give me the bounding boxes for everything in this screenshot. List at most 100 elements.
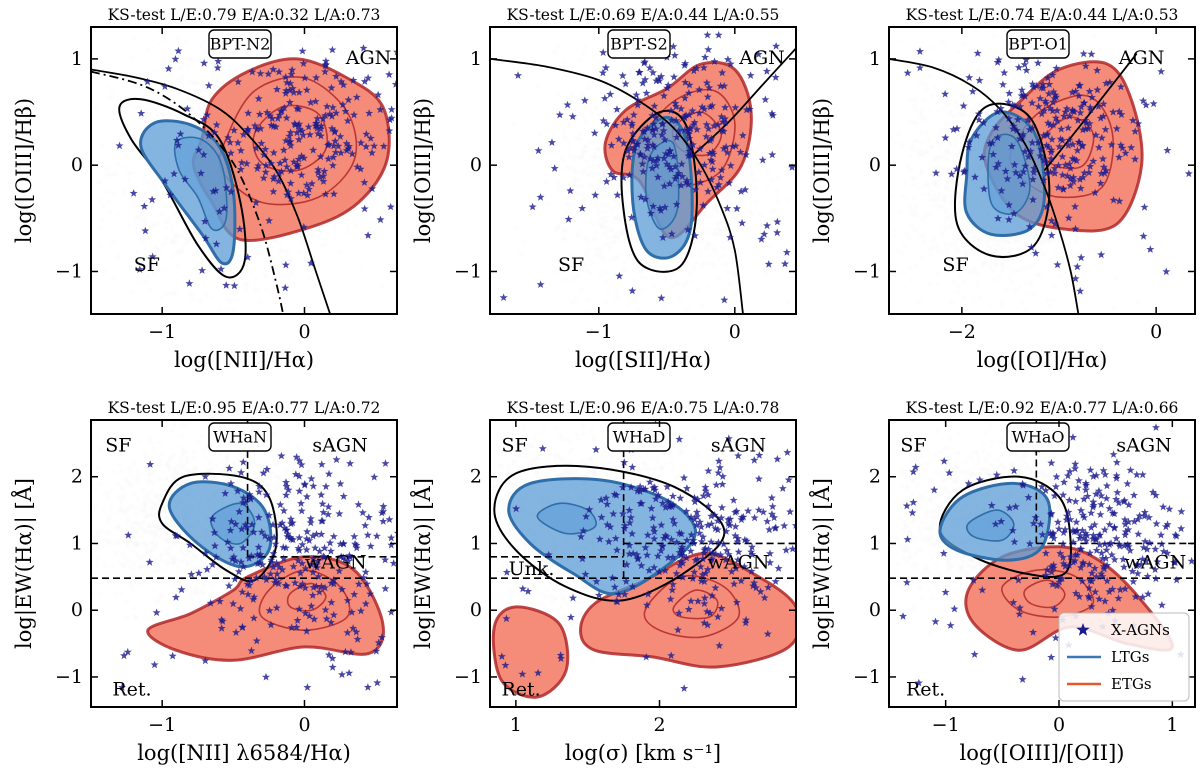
background-point [919,235,922,238]
background-point [700,264,704,267]
background-point [652,63,655,66]
background-point [568,154,571,157]
x-agn-star [650,102,659,110]
background-point [586,249,589,252]
background-point [716,208,719,211]
background-point [606,243,609,246]
background-point [599,224,602,227]
background-point [171,98,174,101]
background-point [568,147,571,151]
background-point [136,215,139,218]
ltg-outline [620,109,698,273]
background-point [992,74,995,77]
x-agn-star [625,171,634,179]
x-agn-star [1163,146,1172,154]
background-point [171,238,174,242]
background-point [752,237,755,241]
x-agn-star [1107,140,1116,149]
background-point [950,244,953,247]
background-point [150,207,153,210]
background-point [951,200,955,203]
background-point [1038,74,1041,77]
x-agn-star [236,165,245,173]
background-point [112,277,115,280]
x-agn-star [287,70,296,78]
x-agn-star [548,138,556,146]
x-agn-star [297,151,306,160]
background-point [588,108,591,111]
background-point [940,205,943,208]
x-agn-star [1087,93,1096,101]
background-point [978,231,981,234]
background-point [146,47,149,50]
background-point [952,280,955,283]
background-point [982,315,984,317]
background-point [383,185,386,188]
background-point [1023,282,1026,285]
background-point [145,109,148,112]
x-agn-star [1056,134,1065,143]
background-point [718,258,721,261]
x-agn-star [659,126,668,135]
background-point [1025,232,1028,235]
x-agn-star [720,295,729,304]
background-point [606,115,609,118]
x-agn-star [710,57,719,65]
background-point [184,242,187,245]
x-agn-star [1047,145,1056,154]
background-point [173,114,177,117]
background-point [650,276,653,279]
background-point [199,68,202,71]
x-agn-star [349,76,358,84]
background-point [196,263,200,266]
background-point [109,211,112,214]
background-point [204,50,207,54]
background-point [165,237,168,240]
x-agn-star [623,115,632,124]
x-agn-star [996,104,1005,112]
x-agn-star [726,161,735,170]
x-agn-star [1018,179,1027,188]
background-point [110,88,113,91]
x-agn-star [1097,133,1106,142]
background-point [959,201,962,204]
x-agn-star [721,114,729,123]
x-agn-points [499,30,796,304]
background-point [381,187,384,190]
background-point [908,154,911,157]
background-point [191,298,194,301]
background-point [1007,265,1010,268]
background-point [752,150,755,153]
background-point [623,196,626,199]
background-point [161,243,164,246]
x-agn-star [773,217,782,226]
background-point [708,242,711,245]
background-point [1029,252,1032,256]
background-point [591,56,595,59]
x-agn-star [281,283,290,292]
background-point [205,293,208,297]
background-point [929,198,932,201]
region-label: SF [134,254,160,276]
background-point [302,240,305,243]
x-agn-star [641,195,650,203]
background-point [1137,301,1140,304]
background-point [616,180,619,183]
background-point [149,84,152,87]
x-agn-star [705,83,714,92]
background-point [932,157,936,160]
background-point [682,284,685,287]
x-agn-star [226,148,235,157]
x-agn-star [281,260,290,269]
background-point [672,51,675,54]
background-point [236,299,239,302]
background-point [1030,264,1034,267]
background-point [265,275,268,278]
x-agn-star [714,120,722,129]
background-point [984,235,987,238]
background-point [973,297,976,300]
background-point [229,300,232,303]
background-point [946,133,949,136]
background-point [135,227,138,230]
